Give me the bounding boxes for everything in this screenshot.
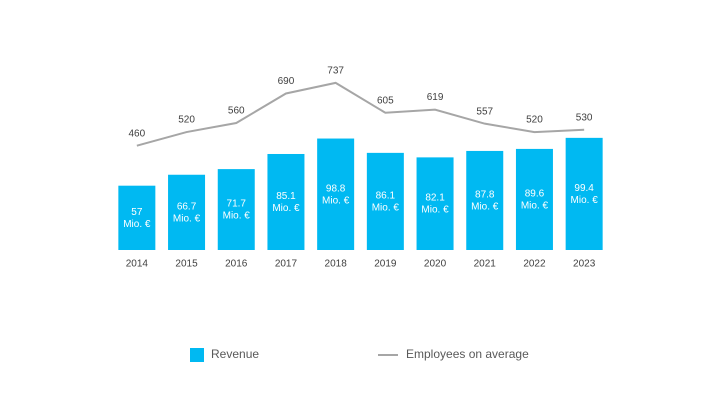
value-label: 57 Mio. € — [123, 206, 151, 229]
value-label-line: Mio. € — [123, 218, 151, 229]
value-label-line: 66.7 — [177, 201, 197, 212]
legend-label: Revenue — [211, 347, 259, 361]
x-tick-label: 2018 — [325, 259, 348, 270]
value-label: 87.8 Mio. € — [471, 189, 499, 212]
value-label: 98.8 Mio. € — [322, 183, 350, 206]
bar — [168, 174, 206, 250]
value-label-line: Mio. € — [571, 195, 599, 206]
x-tick-label: 2016 — [225, 259, 248, 270]
value-label-line: 71.7 — [227, 198, 247, 209]
value-label-line: 89.6 — [525, 188, 545, 199]
value-label: 99.4 Mio. € — [571, 183, 599, 206]
value-label-line: Mio. € — [173, 213, 201, 224]
value-label-line: Mio. € — [223, 210, 251, 221]
line — [136, 81, 585, 147]
bar — [317, 138, 355, 250]
value-label: 89.6 Mio. € — [521, 188, 549, 211]
value-label: 560 — [228, 106, 245, 117]
value-label-line: 99.4 — [574, 183, 594, 194]
value-label: 66.7 Mio. € — [173, 201, 201, 224]
bar — [466, 150, 504, 250]
bar — [217, 169, 255, 250]
value-label: 557 — [476, 106, 493, 117]
value-label-line: 85.1 — [276, 191, 296, 202]
x-tick-label: 2020 — [424, 259, 447, 270]
value-label: 737 — [327, 65, 344, 76]
x-tick-label: 2014 — [126, 259, 149, 270]
value-label: 530 — [576, 112, 593, 123]
value-label-line: 57 — [131, 206, 143, 217]
value-label-line: Mio. € — [322, 195, 350, 206]
x-tick-label: 2015 — [175, 259, 198, 270]
value-label-line: Mio. € — [372, 202, 400, 213]
value-label-line: Mio. € — [421, 204, 449, 215]
value-label-line: 86.1 — [376, 190, 396, 201]
legend-swatch — [190, 348, 204, 362]
value-label: 82.1 Mio. € — [421, 192, 449, 215]
bar — [366, 152, 404, 250]
value-label: 86.1 Mio. € — [372, 190, 400, 213]
value-label: 71.7 Mio. € — [223, 198, 251, 221]
value-label-line: Mio. € — [471, 201, 499, 212]
value-label: 460 — [129, 128, 146, 139]
x-tick-label: 2017 — [275, 259, 298, 270]
bar — [565, 137, 603, 250]
bar — [515, 148, 553, 250]
x-tick-label: 2021 — [474, 259, 497, 270]
value-label: 605 — [377, 95, 394, 106]
value-label: 690 — [278, 76, 295, 87]
x-tick-label: 2019 — [374, 259, 397, 270]
value-label-line: 87.8 — [475, 189, 495, 200]
value-label: 619 — [427, 92, 444, 103]
value-label: 85.1 Mio. € — [272, 191, 300, 214]
x-tick-label: 2023 — [573, 259, 596, 270]
value-label-line: 98.8 — [326, 183, 346, 194]
value-label-line: Mio. € — [521, 200, 549, 211]
x-tick-label: 2022 — [523, 259, 546, 270]
value-label: 520 — [526, 115, 543, 126]
value-label: 520 — [178, 115, 195, 126]
value-label-line: 82.1 — [425, 192, 445, 203]
bar — [416, 157, 454, 250]
bar — [118, 185, 156, 250]
legend-label: Employees on average — [406, 347, 529, 361]
value-label-line: Mio. € — [272, 203, 300, 214]
bar — [267, 153, 305, 250]
